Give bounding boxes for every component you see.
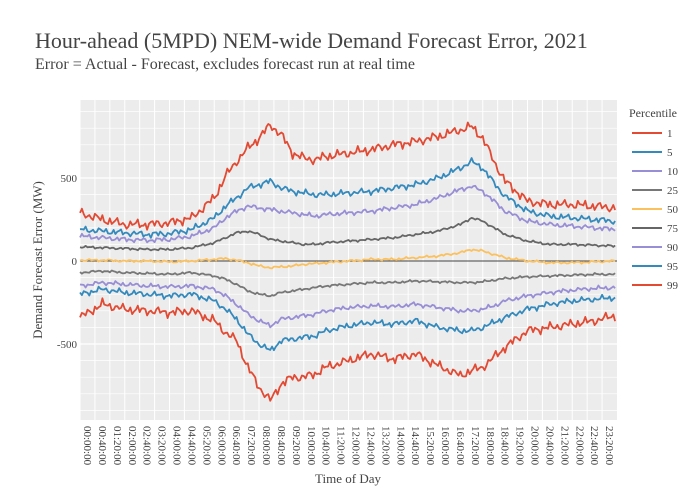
x-tick-label: 18:00:00 bbox=[484, 426, 496, 466]
x-tick-label: 20:40:00 bbox=[543, 426, 555, 466]
x-tick-label: 12:40:00 bbox=[364, 426, 376, 466]
x-tick-label: 12:00:00 bbox=[350, 426, 362, 466]
x-tick-label: 15:20:00 bbox=[424, 426, 436, 466]
legend: 1 5 10 25 50 75 90 95 99 bbox=[632, 128, 679, 292]
series-line-25 bbox=[79, 269, 616, 298]
legend-label-50: 50 bbox=[667, 204, 679, 216]
series-line-99 bbox=[79, 121, 616, 231]
x-tick-label: 10:00:00 bbox=[305, 426, 317, 466]
x-tick-label: 19:20:00 bbox=[514, 426, 526, 466]
x-tick-label: 03:20:00 bbox=[156, 426, 168, 466]
x-tick-label: 09:20:00 bbox=[290, 426, 302, 466]
x-tick-label: 00:40:00 bbox=[96, 426, 108, 466]
legend-label-5: 5 bbox=[667, 147, 673, 159]
y-tick-label: -500 bbox=[57, 339, 78, 351]
series-line-75 bbox=[79, 216, 616, 252]
x-tick-label: 14:40:00 bbox=[409, 426, 421, 466]
x-tick-label: 13:20:00 bbox=[379, 426, 391, 466]
legend-label-95: 95 bbox=[667, 261, 679, 273]
x-tick-label: 11:20:00 bbox=[335, 426, 347, 465]
legend-label-10: 10 bbox=[667, 166, 679, 178]
x-tick-label: 18:40:00 bbox=[499, 426, 511, 466]
x-tick-label: 21:20:00 bbox=[558, 426, 570, 466]
y-grid bbox=[80, 111, 617, 411]
x-tick-label: 02:40:00 bbox=[141, 426, 153, 466]
series-line-5 bbox=[79, 285, 616, 352]
x-tick-label: 23:20:00 bbox=[603, 426, 615, 466]
x-tick-label: 14:00:00 bbox=[394, 426, 406, 466]
x-tick-label: 02:00:00 bbox=[126, 426, 138, 466]
x-tick-label: 17:20:00 bbox=[469, 426, 481, 466]
x-tick-label: 00:00:00 bbox=[81, 426, 93, 466]
x-tick-label: 22:00:00 bbox=[573, 426, 585, 466]
legend-label-99: 99 bbox=[667, 280, 679, 292]
x-tick-label: 06:00:00 bbox=[215, 426, 227, 466]
legend-label-25: 25 bbox=[667, 185, 679, 197]
x-tick-label: 06:40:00 bbox=[230, 426, 242, 466]
x-tick-label: 01:20:00 bbox=[111, 426, 123, 466]
x-tick-label: 04:00:00 bbox=[171, 426, 183, 466]
y-tick-label: 0 bbox=[72, 256, 78, 268]
x-tick-label: 08:40:00 bbox=[275, 426, 287, 466]
series-line-1 bbox=[79, 297, 616, 402]
chart-title: Hour-ahead (5MPD) NEM-wide Demand Foreca… bbox=[35, 28, 588, 53]
x-tick-label: 04:40:00 bbox=[185, 426, 197, 466]
x-tick-label: 05:20:00 bbox=[200, 426, 212, 466]
chart-subtitle: Error = Actual - Forecast, excludes fore… bbox=[35, 56, 415, 73]
legend-title: Percentile bbox=[629, 106, 677, 120]
legend-label-1: 1 bbox=[667, 128, 673, 140]
series-line-50 bbox=[79, 248, 616, 270]
x-tick-label: 16:40:00 bbox=[454, 426, 466, 466]
y-tick-labels: 500 0 -500 bbox=[57, 173, 78, 351]
y-axis-title: Demand Forecast Error (MW) bbox=[30, 181, 45, 339]
x-tick-label: 07:20:00 bbox=[245, 426, 257, 466]
legend-label-90: 90 bbox=[667, 242, 679, 254]
x-axis-title: Time of Day bbox=[315, 471, 381, 486]
y-tick-label: 500 bbox=[61, 173, 78, 185]
legend-label-75: 75 bbox=[667, 223, 679, 235]
x-tick-labels: 00:00:00 00:40:00 01:20:00 02:00:00 02:40:00… bbox=[81, 426, 615, 466]
series-line-95 bbox=[79, 157, 616, 239]
x-tick-label: 20:00:00 bbox=[529, 426, 541, 466]
x-tick-label: 08:00:00 bbox=[260, 426, 272, 466]
x-tick-label: 22:40:00 bbox=[588, 426, 600, 466]
series-lines bbox=[79, 121, 616, 402]
series-line-10 bbox=[79, 280, 616, 329]
x-tick-label: 16:00:00 bbox=[439, 426, 451, 466]
series-line-90 bbox=[79, 184, 616, 244]
x-tick-label: 10:40:00 bbox=[320, 426, 332, 466]
